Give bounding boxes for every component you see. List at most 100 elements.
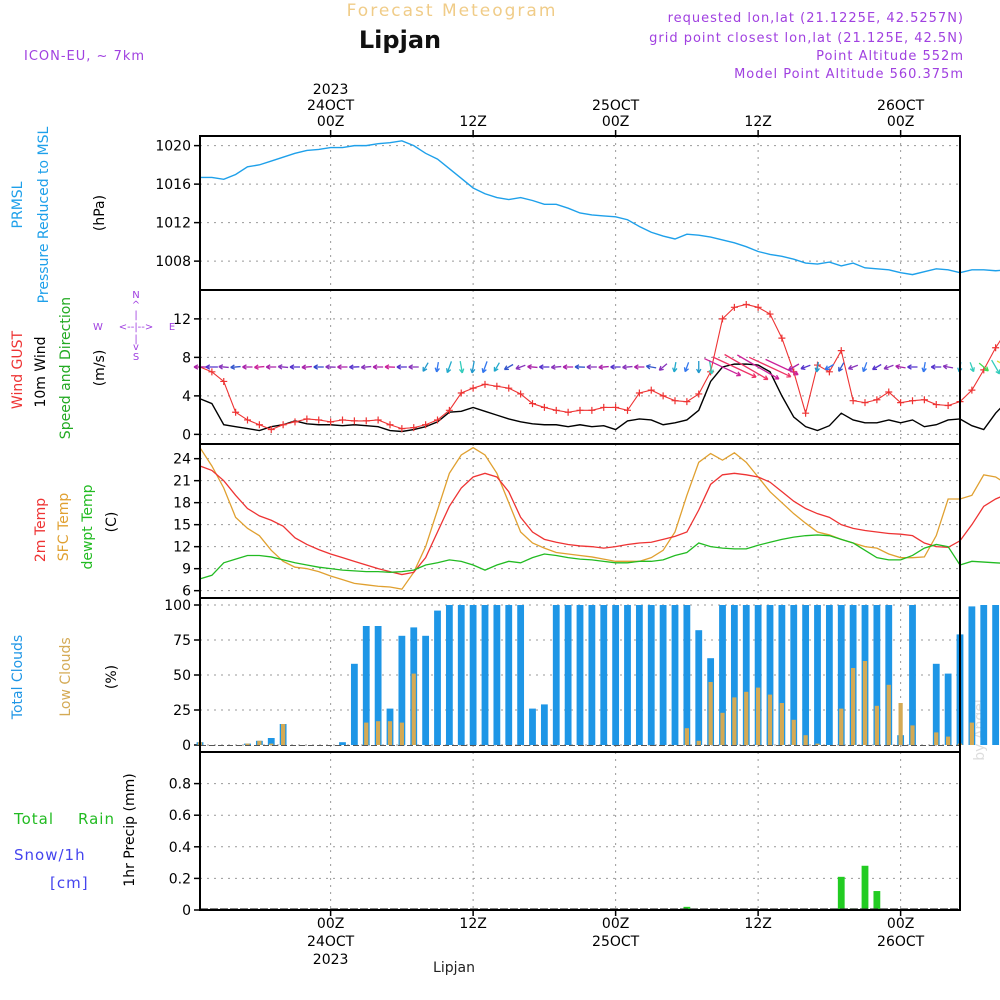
wind-direction-arrow	[349, 364, 360, 370]
compass-w: W	[93, 322, 103, 333]
low-cloud-bar	[851, 668, 856, 745]
wind-direction-arrow	[242, 364, 253, 370]
low-cloud-bar	[281, 724, 286, 745]
pressure-labels: PRMSL Pressure Reduced to MSL (hPa)	[10, 126, 108, 303]
bottom-time-label: 00Z	[887, 916, 914, 932]
ytick-label: 9	[182, 562, 191, 578]
temp-labels: 2m Temp SFC Temp dewpt Temp (C)	[33, 484, 120, 569]
wind-direction-arrow	[562, 364, 574, 370]
wind-speed-line	[199, 363, 1000, 433]
wind-direction-arrow	[748, 356, 792, 378]
low-cloud-bar	[779, 703, 784, 745]
temp-sfc-label: SFC Temp	[56, 493, 72, 562]
total-cloud-bar	[624, 605, 631, 745]
gust-point	[208, 368, 216, 376]
wind-direction-arrow	[218, 364, 229, 370]
wind-direction-arrow	[539, 364, 550, 370]
wind-direction-arrow	[942, 364, 954, 370]
total-cloud-bar	[576, 605, 584, 745]
gust-point	[327, 418, 335, 426]
ytick-label: 18	[173, 496, 191, 512]
gust-point	[220, 377, 228, 385]
ytick-label: 8	[182, 350, 191, 366]
total-cloud-bar	[695, 630, 703, 745]
total-cloud-bar	[754, 605, 762, 745]
wind-direction-arrow	[978, 362, 989, 372]
gust-point	[861, 399, 869, 407]
pressure-msl-label: Pressure Reduced to MSL	[36, 126, 52, 303]
low-cloud-bar	[791, 719, 796, 745]
total-cloud-bar	[980, 605, 988, 745]
low-cloud-bar	[874, 705, 879, 745]
ytick-label: 1016	[155, 177, 191, 193]
gust-point	[434, 416, 441, 424]
wind-direction-arrow	[265, 364, 277, 370]
low-cloud-bar	[708, 682, 713, 745]
wind-speed-dir-label: Speed and Direction	[58, 297, 74, 439]
precip-frame	[199, 751, 961, 911]
gust-point	[339, 416, 346, 424]
temperature-panel: 6 9 12 15 18 21 24	[173, 443, 1000, 600]
wind-direction-arrow	[658, 363, 668, 371]
gust-point	[315, 416, 323, 424]
gust-point	[968, 386, 976, 394]
total-cloud-bar	[445, 605, 453, 745]
pressure-unit: (hPa)	[92, 195, 108, 231]
total-cloud-bar	[493, 605, 501, 745]
total-cloud-bar	[398, 635, 406, 745]
gust-point	[719, 315, 726, 323]
total-cloud-bar	[350, 663, 358, 745]
total-cloud-bar	[825, 605, 833, 745]
gust-point	[659, 392, 667, 400]
gust-point	[386, 421, 394, 429]
total-cloud-bar	[873, 605, 881, 745]
low-cloud-bar	[862, 661, 868, 745]
bottom-time-label: 2023	[313, 952, 349, 968]
gust-point	[517, 390, 525, 398]
low-cloud-bar	[946, 736, 951, 745]
wind-direction-arrow	[515, 364, 526, 371]
compass-h-arrows: <--|-->	[119, 322, 154, 333]
ytick-label: 0	[182, 903, 191, 919]
precip-labels: Total Rain Snow/1h [cm] 1hr Precip (mm)	[13, 773, 138, 892]
total-cloud-bar	[529, 708, 536, 745]
compass-bar-top: |	[134, 310, 137, 321]
gust-point	[481, 380, 489, 388]
total-cloud-bar	[968, 606, 976, 745]
total-cloud-bar	[742, 605, 750, 745]
total-cloud-bar	[481, 605, 489, 745]
wind-direction-arrow	[337, 364, 348, 370]
gust-point	[374, 416, 382, 424]
gust-point	[766, 310, 774, 318]
total-cloud-bar	[671, 605, 679, 745]
total-cloud-bar	[944, 673, 952, 745]
bottom-time-label: 00Z	[602, 916, 629, 932]
low-cloud-bar	[696, 740, 701, 745]
compass-up-arrow: ^	[132, 300, 140, 311]
gust-point	[564, 408, 572, 416]
rain-bar	[873, 891, 881, 910]
wind-direction-arrow	[704, 357, 742, 377]
wind-direction-arrow	[313, 364, 324, 370]
wind-10m-label: 10m Wind	[33, 336, 49, 407]
top-time-label: 26OCT	[877, 98, 925, 114]
wind-direction-arrow	[230, 364, 241, 370]
low-cloud-bar	[898, 703, 903, 745]
total-cloud-bar	[434, 610, 441, 745]
wind-direction-arrow	[422, 362, 429, 372]
temp-dewpt-label: dewpt Temp	[80, 484, 96, 569]
gust-point	[552, 406, 560, 414]
ytick-label: 12	[173, 540, 191, 556]
low-cloud-bar	[411, 673, 416, 745]
gust-point	[291, 418, 299, 426]
wind-direction-arrow	[481, 361, 488, 374]
gust-point	[422, 421, 430, 429]
grid-point-coords: grid point closest lon,lat (21.125E, 42.…	[649, 31, 964, 46]
gust-point	[529, 400, 536, 408]
ytick-label: 25	[173, 703, 191, 719]
low-cloud-bar	[245, 743, 250, 745]
wind-direction-arrow	[712, 356, 757, 379]
gust-point	[576, 406, 584, 414]
gust-point	[469, 384, 477, 392]
ytick-label: 24	[173, 452, 191, 468]
